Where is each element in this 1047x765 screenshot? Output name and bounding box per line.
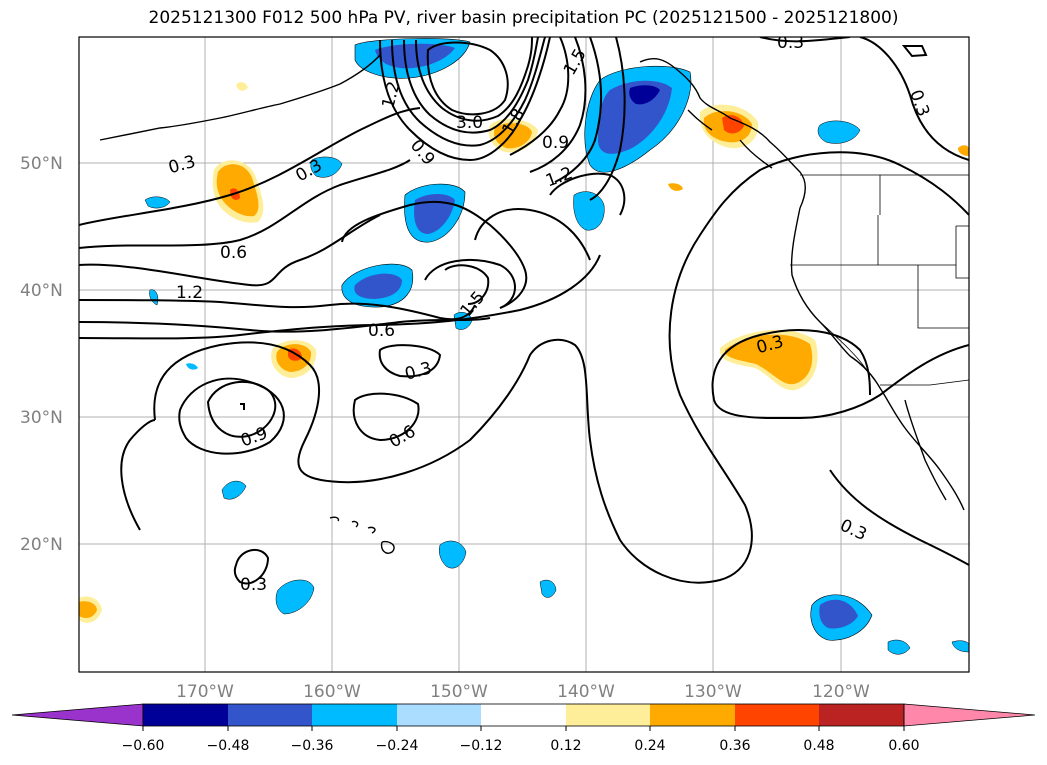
colorbar-extend-left <box>11 703 144 727</box>
precip-negative-region <box>887 639 911 655</box>
lon-label: 160°W <box>303 682 361 702</box>
precip-negative-region <box>221 480 247 500</box>
plot-frame <box>78 36 970 673</box>
precip-positive-region <box>216 164 259 217</box>
colorbar-extend-right <box>903 703 1036 727</box>
colorbar-tick-label: −0.48 <box>207 738 250 754</box>
precip-negative-region <box>310 156 343 178</box>
colorbar-segment <box>566 704 650 726</box>
coastlines <box>99 54 965 554</box>
colorbar-tick-label: 0.36 <box>719 738 750 754</box>
lon-axis-labels: 170°W 160°W 150°W 140°W 130°W 120°W <box>176 682 870 702</box>
lon-label: 140°W <box>557 682 615 702</box>
lat-label: 20°N <box>20 535 63 555</box>
colorbar-segment <box>143 704 228 726</box>
contour-label: 1.2 <box>176 283 203 303</box>
lat-label: 40°N <box>20 281 63 301</box>
precip-negative-region <box>598 80 672 154</box>
precip-negative-region <box>275 579 315 615</box>
precip-negative-region <box>144 196 171 209</box>
colorbar-tick-label: −0.24 <box>376 738 419 754</box>
precip-negative-region <box>354 273 402 299</box>
colorbar-tick-label: −0.12 <box>460 738 503 754</box>
colorbar: −0.60 −0.48 −0.36 −0.24 −0.12 0.12 0.24 … <box>11 703 1036 754</box>
precip-shading <box>79 38 969 655</box>
lon-label: 120°W <box>812 682 870 702</box>
precip-negative-region <box>819 599 858 629</box>
precip-positive-region <box>668 183 683 191</box>
precip-negative-region <box>817 120 861 144</box>
map-title: 2025121300 F012 500 hPa PV, river basin … <box>148 8 899 28</box>
colorbar-segment <box>228 704 312 726</box>
precip-positive-region <box>724 334 813 385</box>
political-borders <box>790 174 969 386</box>
contour-label: 3.0 <box>456 113 483 133</box>
lat-label: 50°N <box>20 154 63 174</box>
colorbar-tick-label: 0.48 <box>803 738 834 754</box>
precip-positive-region <box>958 145 969 156</box>
lat-label: 30°N <box>20 408 63 428</box>
precip-positive-region <box>236 82 248 91</box>
colorbar-tick-label: −0.36 <box>291 738 334 754</box>
precip-negative-region <box>951 640 969 653</box>
lat-axis-labels: 50°N 40°N 30°N 20°N <box>20 154 63 555</box>
precip-negative-region <box>629 85 660 105</box>
contour-label: 0.9 <box>542 133 569 153</box>
contour-label: 0.3 <box>777 33 804 53</box>
colorbar-tick-label: 0.24 <box>634 738 665 754</box>
lon-label: 170°W <box>176 682 234 702</box>
colorbar-ticks <box>142 726 905 731</box>
colorbar-segment <box>397 704 481 726</box>
pv-contours <box>79 37 969 585</box>
colorbar-tick-label: 0.12 <box>550 738 581 754</box>
precip-positive-region <box>722 115 744 134</box>
precip-negative-region <box>414 194 455 234</box>
contour-label: 0.6 <box>220 243 247 263</box>
precip-negative-region <box>186 363 198 370</box>
colorbar-tick-label: −0.60 <box>122 738 165 754</box>
lon-label: 130°W <box>684 682 742 702</box>
precip-negative-region <box>439 540 467 569</box>
precip-negative-region <box>539 579 557 598</box>
contour-label: 0.3 <box>240 575 267 595</box>
colorbar-segment <box>481 704 566 726</box>
lon-label: 150°W <box>430 682 488 702</box>
colorbar-segment <box>312 704 397 726</box>
colorbar-segment <box>819 704 904 726</box>
precip-negative-region <box>573 191 605 231</box>
precip-positive-region <box>79 601 97 618</box>
colorbar-segment <box>735 704 819 726</box>
colorbar-frame <box>142 703 905 727</box>
precip-negative-region <box>375 43 455 69</box>
contour-label: 0.6 <box>368 321 395 341</box>
colorbar-tick-label: 0.60 <box>888 738 919 754</box>
colorbar-segment <box>650 704 735 726</box>
